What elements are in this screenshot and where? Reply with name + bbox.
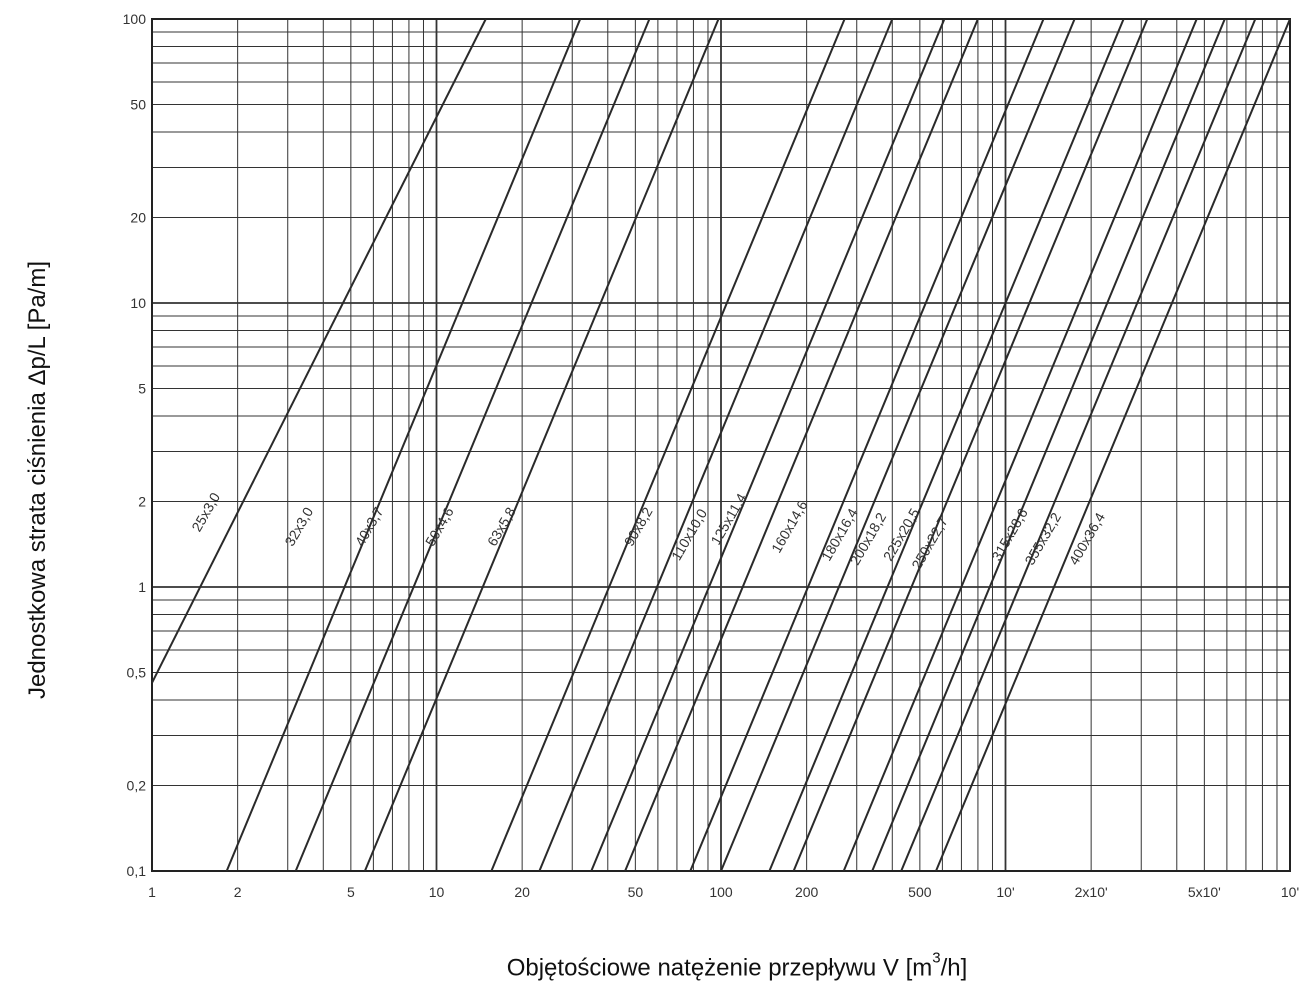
series-label: 400x36,4 xyxy=(1065,510,1108,568)
y-axis-label: Jednostkowa strata ciśnienia Δp/L [Pa/m] xyxy=(24,260,51,700)
series-line xyxy=(294,18,651,872)
series-label: 63x5,8 xyxy=(484,504,519,549)
series-line xyxy=(792,18,1149,872)
series-line xyxy=(363,18,720,872)
x-tick-label: 200 xyxy=(795,884,819,900)
series-line xyxy=(225,18,582,872)
series-line xyxy=(624,18,979,872)
y-tick-label: 2 xyxy=(138,494,146,510)
series-line xyxy=(490,18,846,872)
x-tick-label: 10' xyxy=(1281,884,1299,900)
y-tick-label: 100 xyxy=(123,11,147,27)
grid xyxy=(151,18,1291,872)
x-tick-label: 2x10' xyxy=(1075,884,1108,900)
x-tick-label: 50 xyxy=(628,884,644,900)
series-label: 40x3,7 xyxy=(352,504,387,549)
y-tick-label: 0,1 xyxy=(127,863,147,879)
y-tick-label: 10 xyxy=(130,295,146,311)
y-tick-label: 5 xyxy=(138,380,146,396)
y-tick-label: 1 xyxy=(138,579,146,595)
series-line xyxy=(151,18,487,684)
series-line xyxy=(900,18,1257,872)
x-axis-label: Objętościowe natężenie przepływu V [m3/h… xyxy=(506,950,968,983)
series-label: 110x10,0 xyxy=(668,506,710,563)
x-tick-label: 100 xyxy=(709,884,733,900)
x-axis-label-sup: 3 xyxy=(932,949,941,967)
series-line xyxy=(768,18,1125,872)
series-label: 50x4,6 xyxy=(422,504,457,549)
series-line xyxy=(935,18,1291,872)
axis-ticks: 1 2 5 10 20 50 100 200 500 10' 2x10' 5x10' 10' 0,1 0,2… xyxy=(123,11,1299,900)
x-axis-label-end: /h] xyxy=(940,954,968,982)
series-label: 32x3,0 xyxy=(281,504,316,549)
series-line xyxy=(871,18,1226,872)
series-label: 90x8,2 xyxy=(621,504,656,549)
y-tick-label: 0,2 xyxy=(127,778,147,794)
x-tick-label: 5x10' xyxy=(1188,884,1221,900)
series-line xyxy=(720,18,1076,872)
series-lines xyxy=(151,18,1291,872)
series-label: 25x3,0 xyxy=(188,490,223,535)
x-axis-label-main: Objętościowe natężenie przepływu V [m xyxy=(506,954,933,982)
series-label: 160x14,6 xyxy=(768,497,811,555)
series-line xyxy=(689,18,1045,872)
x-tick-label: 10 xyxy=(429,884,445,900)
x-tick-label: 1 xyxy=(148,884,156,900)
series-line xyxy=(538,18,894,872)
x-tick-label: 2 xyxy=(234,884,242,900)
y-tick-label: 0,5 xyxy=(127,664,147,680)
x-tick-label: 20 xyxy=(514,884,530,900)
y-tick-label: 20 xyxy=(130,210,146,226)
x-tick-label: 5 xyxy=(347,884,355,900)
series-line xyxy=(590,18,946,872)
series-line xyxy=(842,18,1198,872)
x-tick-label: 10' xyxy=(996,884,1014,900)
x-tick-label: 500 xyxy=(908,884,932,900)
y-tick-label: 50 xyxy=(130,96,146,112)
